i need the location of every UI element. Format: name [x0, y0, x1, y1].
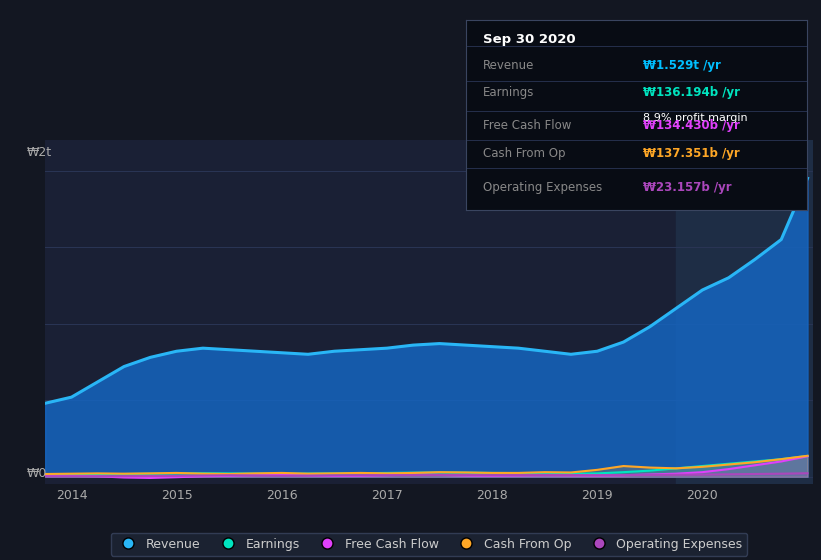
Text: Sep 30 2020: Sep 30 2020 [484, 33, 576, 46]
Text: ₩137.351b /yr: ₩137.351b /yr [644, 147, 741, 160]
Text: ₩1.529t /yr: ₩1.529t /yr [644, 59, 722, 72]
Text: 8.9% profit margin: 8.9% profit margin [644, 113, 748, 123]
Legend: Revenue, Earnings, Free Cash Flow, Cash From Op, Operating Expenses: Revenue, Earnings, Free Cash Flow, Cash … [111, 533, 747, 556]
Text: Revenue: Revenue [484, 59, 534, 72]
Text: ₩134.430b /yr: ₩134.430b /yr [644, 119, 741, 132]
Text: ₩2t: ₩2t [27, 146, 53, 159]
Bar [676, 140, 821, 484]
Text: ₩136.194b /yr: ₩136.194b /yr [644, 86, 741, 100]
Text: Free Cash Flow: Free Cash Flow [484, 119, 571, 132]
Text: ₩23.157b /yr: ₩23.157b /yr [644, 181, 732, 194]
Text: ₩0: ₩0 [27, 466, 48, 480]
Text: Cash From Op: Cash From Op [484, 147, 566, 160]
Text: Earnings: Earnings [484, 86, 534, 100]
Text: Operating Expenses: Operating Expenses [484, 181, 603, 194]
